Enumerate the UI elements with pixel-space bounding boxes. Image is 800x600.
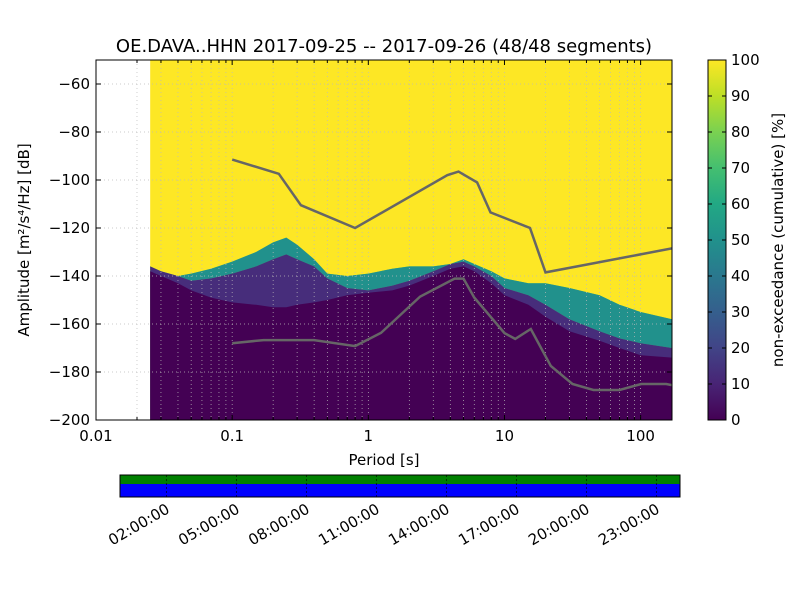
noise-models	[231, 158, 672, 392]
x-tick-label: 1	[364, 427, 374, 445]
timeline-tick-label: 23:00:00	[595, 500, 662, 549]
colorbar-tick-label: 60	[731, 195, 750, 213]
x-tick-label: 10	[495, 427, 514, 445]
timeline-tick-label: 14:00:00	[385, 500, 452, 549]
x-tick-label: 100	[626, 427, 655, 445]
timeline-tick-label: 05:00:00	[175, 500, 242, 549]
model-high-line	[231, 158, 672, 274]
grid-lines	[96, 60, 672, 420]
y-tick-label: −200	[49, 411, 90, 429]
density-bands	[150, 60, 672, 420]
plot-area: 0.01 0.1 1 10 100 −60 −80 −100 −120 −140 −160 −180…	[49, 59, 673, 445]
band-floor	[150, 266, 672, 420]
colorbar-tick-label: 30	[731, 303, 750, 321]
x-axis-label: Period [s]	[348, 451, 419, 469]
timeline-frame	[119, 474, 681, 498]
x-tick-label: 0.1	[220, 427, 244, 445]
y-tick-label: −180	[49, 363, 90, 381]
timeline: 02:00:00 05:00:00 08:00:00 11:00:00 14:00:00…	[105, 474, 681, 549]
colorbar-tick-label: 80	[731, 123, 750, 141]
colorbar-tick-label: 90	[731, 87, 750, 105]
colorbar-tick-label: 20	[731, 339, 750, 357]
colorbar-tick-label: 10	[731, 375, 750, 393]
timeline-tick-label: 08:00:00	[245, 500, 312, 549]
colorbar-tick-label: 0	[731, 411, 741, 429]
y-tick-label: −160	[49, 315, 90, 333]
y-tick-label: −140	[49, 267, 90, 285]
colorbar-tick-label: 40	[731, 267, 750, 285]
timeline-tick-label: 20:00:00	[525, 500, 592, 549]
colorbar-label: non-exceedance (cumulative) [%]	[769, 113, 787, 367]
y-tick-label: −80	[58, 123, 90, 141]
x-axis: 0.01 0.1 1 10 100	[79, 60, 655, 445]
timeline-tick-label: 11:00:00	[315, 500, 382, 549]
y-tick-label: −100	[49, 171, 90, 189]
timeline-bar-bottom	[120, 484, 680, 497]
colorbar-tick-label: 50	[731, 231, 750, 249]
x-tick-label: 0.01	[79, 427, 112, 445]
timeline-bar-top	[120, 475, 680, 484]
y-axis-label: Amplitude [m²/s⁴/Hz] [dB]	[15, 143, 33, 336]
colorbar-tick-label: 100	[731, 51, 760, 69]
plot-frame	[95, 59, 673, 421]
timeline-tick-label: 17:00:00	[455, 500, 522, 549]
chart-title: OE.DAVA..HHN 2017-09-25 -- 2017-09-26 (4…	[116, 36, 652, 57]
colorbar-ticks: 0 10 20 30 40 50 60 70 80 90 100	[708, 51, 760, 429]
y-tick-label: −120	[49, 219, 90, 237]
y-tick-label: −60	[58, 75, 90, 93]
timeline-tick-label: 02:00:00	[105, 500, 172, 549]
colorbar-tick-label: 70	[731, 159, 750, 177]
model-low-line	[232, 277, 672, 392]
colorbar: 0 10 20 30 40 50 60 70 80 90 100 non-exceedance (c…	[707, 51, 787, 429]
y-axis: −60 −80 −100 −120 −140 −160 −180 −200	[49, 75, 672, 429]
